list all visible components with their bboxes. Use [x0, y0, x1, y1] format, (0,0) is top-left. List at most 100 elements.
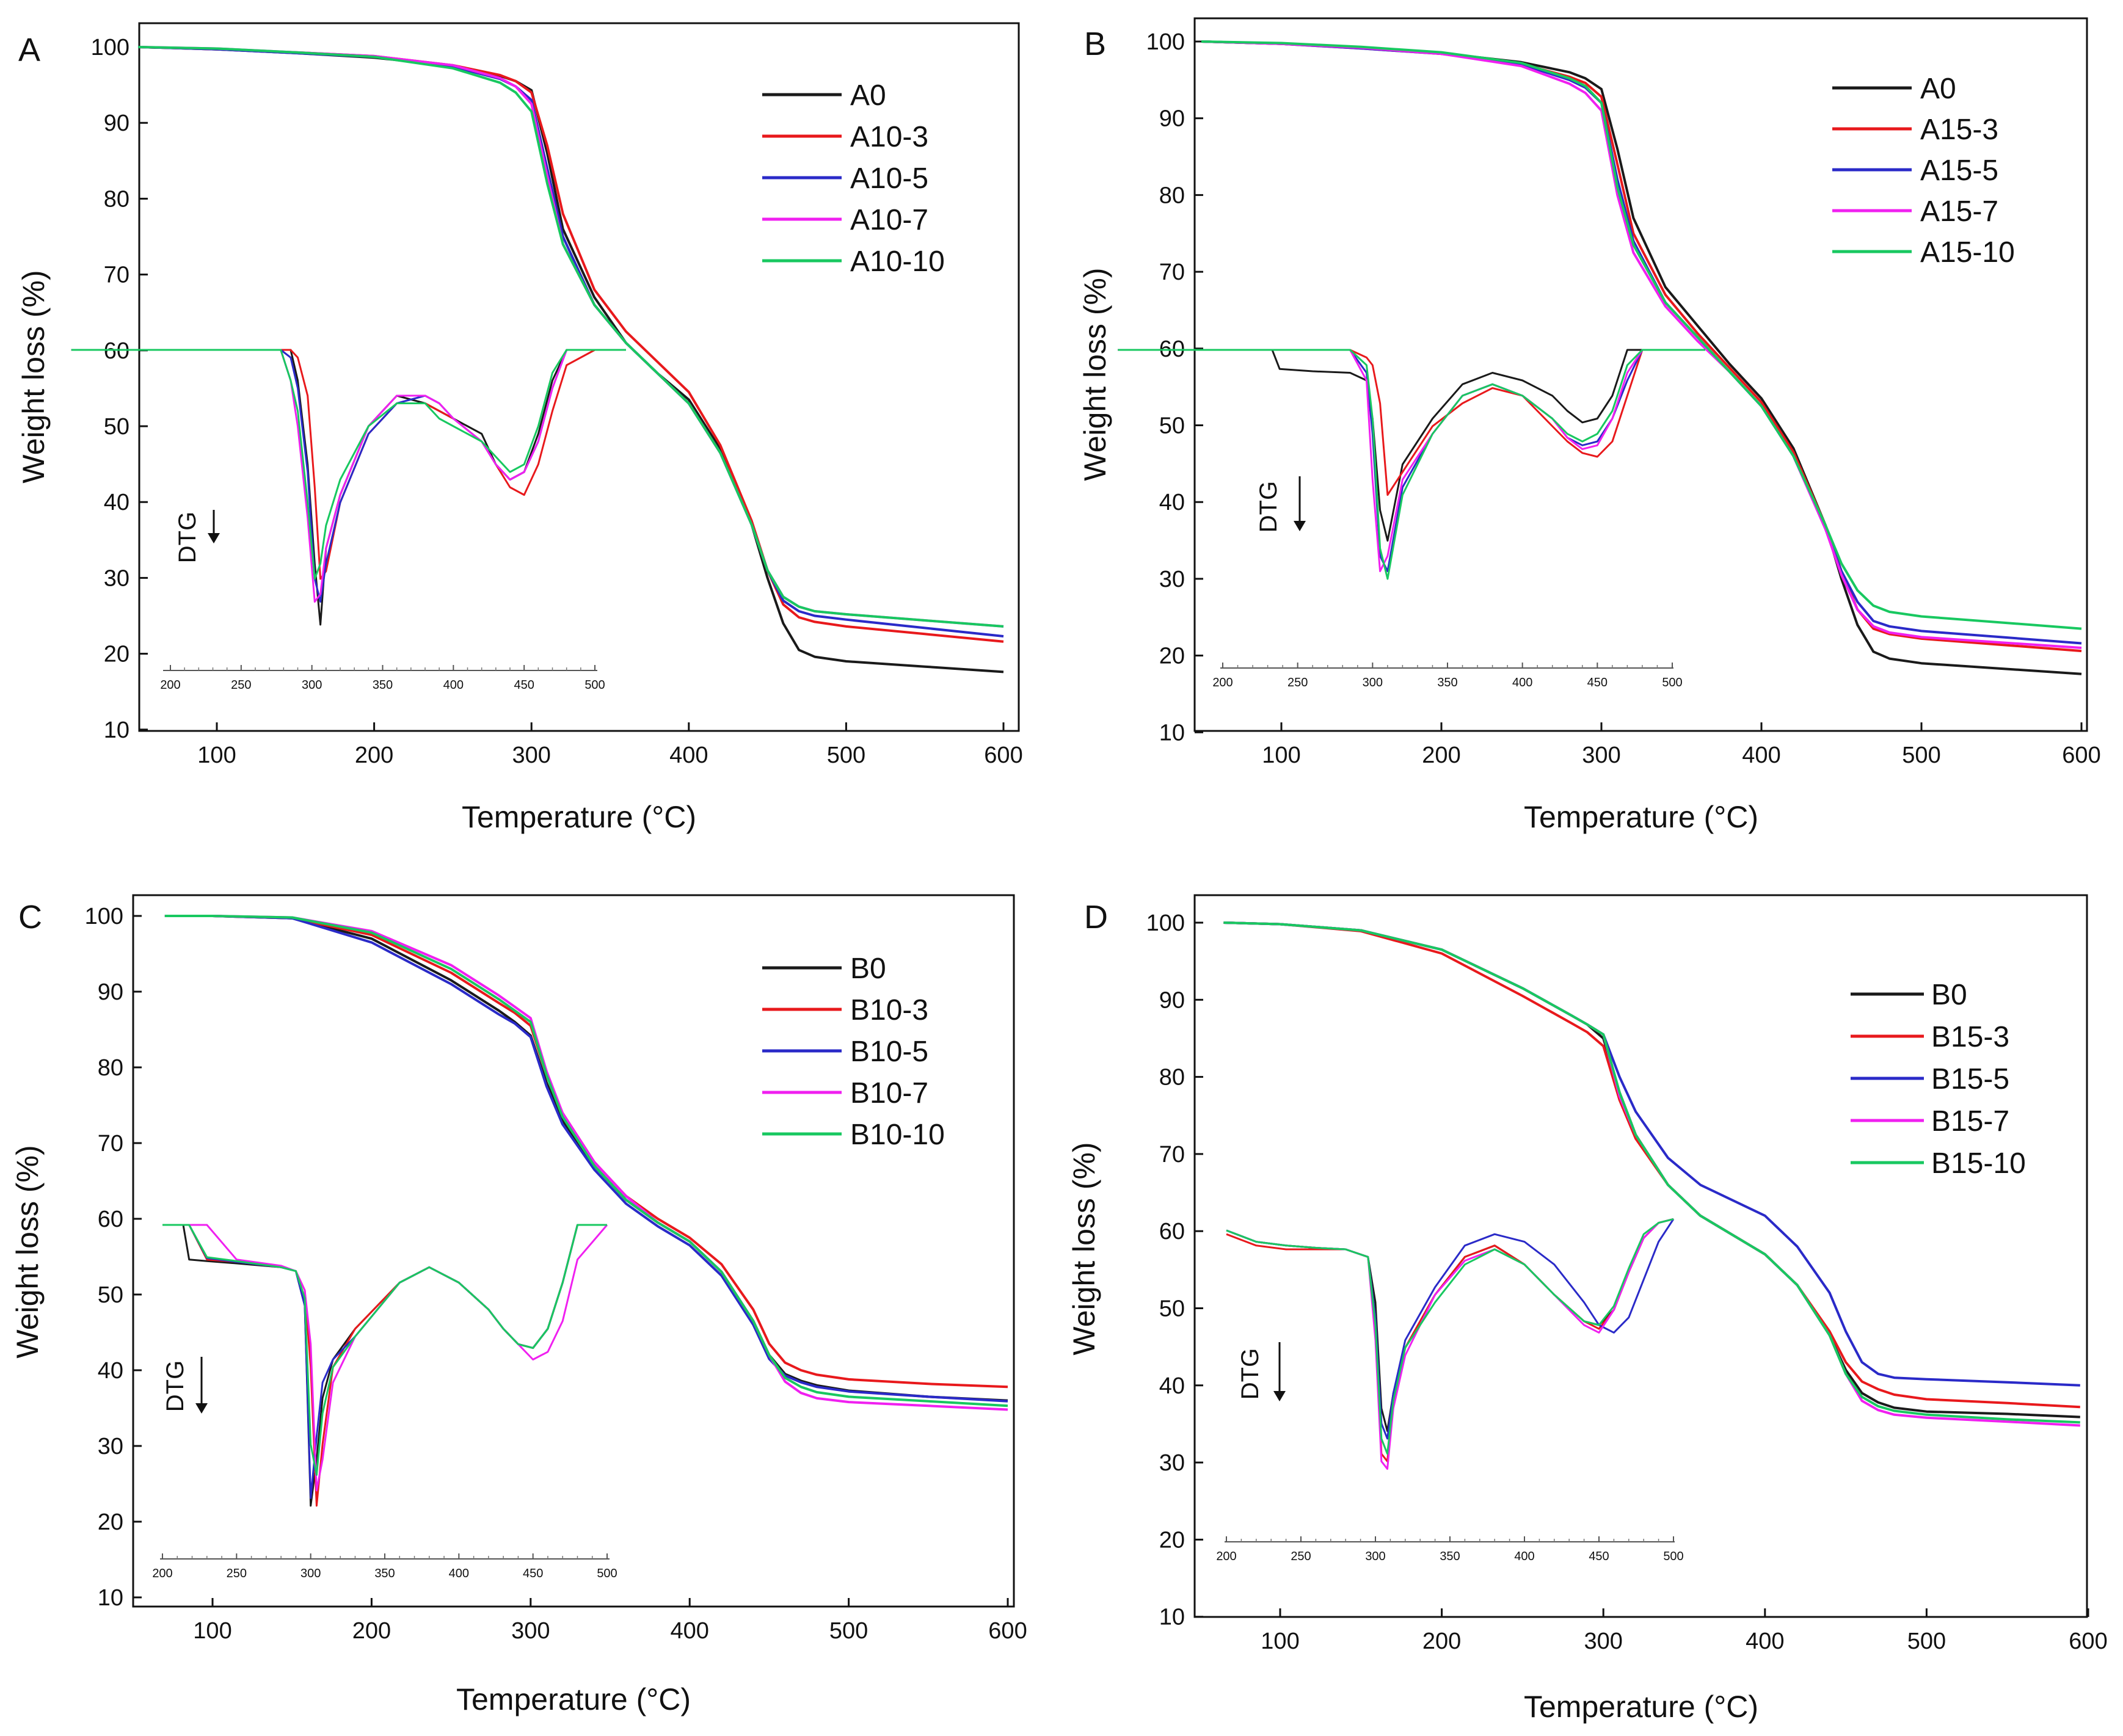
panel-d-inset-series-B15-10: [1226, 1218, 1674, 1455]
panel-c-inset-x-tick-label: 200: [152, 1567, 172, 1580]
panel-a-y-tick-label: 100: [91, 35, 129, 60]
panel-a-y-tick-label: 10: [104, 717, 129, 743]
panel-b-y-axis-label: Weight loss (%): [1078, 267, 1112, 481]
panel-d-legend-label-3: B15-7: [1931, 1105, 2009, 1138]
panel-d-legend-label-4: B15-10: [1931, 1147, 2026, 1180]
panel-d-inset-x-tick-label: 400: [1514, 1550, 1534, 1563]
panel-c-y-tick-label: 10: [98, 1585, 123, 1611]
panel-b-x-tick-label: 300: [1582, 743, 1620, 768]
panel-a-series-A10-10: [138, 46, 1004, 628]
panel-b-x-tick-label: 600: [2062, 743, 2100, 768]
panel-c: C 10 20 30 40 50 60 70 80 90 100 100 200 300 400 500 60…: [10, 894, 1027, 1716]
panel-a-inset-x-tick-label: 450: [514, 678, 534, 692]
panel-c-series-B10-5: [164, 915, 1008, 1403]
panel-d-y-tick-label: 10: [1159, 1605, 1185, 1630]
panel-d-dtg-arrow: [1273, 1342, 1286, 1401]
panel-d-inset-x-tick-label: 200: [1216, 1550, 1236, 1563]
panel-c-x-axis-label: Temperature (°C): [456, 1682, 691, 1716]
panel-d-inset-x-tick-label: 500: [1663, 1550, 1683, 1563]
panel-c-y-tick-label: 80: [98, 1055, 123, 1081]
panel-c-y-tick-label: 30: [98, 1434, 123, 1459]
panel-b-legend-label-4: A15-10: [1920, 236, 2015, 269]
panel-c-dtg-arrow: [195, 1357, 208, 1414]
panel-c-y-axis-label: Weight loss (%): [10, 1145, 45, 1358]
panel-c-x-tick-label: 300: [511, 1618, 550, 1644]
panel-d-x-tick-label: 600: [2069, 1629, 2107, 1654]
panel-b-y-tick-label: 40: [1159, 490, 1185, 515]
panel-b-x-tick-label: 100: [1262, 743, 1300, 768]
panel-c-plot-frame: [132, 894, 1015, 1608]
panel-d-x-tick-label: 500: [1907, 1629, 1946, 1654]
panel-c-inset-x-tick-label: 400: [449, 1567, 469, 1580]
panel-d-legend-label-1: B15-3: [1931, 1021, 2009, 1053]
panel-b-inset-x-tick-label: 250: [1287, 676, 1308, 689]
panel-d-y-tick-label: 20: [1159, 1527, 1185, 1553]
panel-a-y-tick-label: 90: [104, 111, 129, 136]
panel-b-inset-series-A15-10: [1118, 349, 1705, 580]
panel-b-y-tick-label: 20: [1159, 644, 1185, 669]
panel-a-inset-x-tick-label: 350: [373, 678, 393, 692]
panel-a-inset-series-A10-7: [71, 349, 626, 603]
panel-b-inset-x-tick-label: 200: [1212, 676, 1233, 689]
panel-d-y-tick-label: 40: [1159, 1373, 1185, 1399]
panel-a-x-tick-label: 500: [827, 743, 865, 768]
panel-b-legend-label-3: A15-7: [1920, 195, 1998, 228]
panel-c-legend: B0 B10-3 B10-5 B10-7 B10-10: [762, 953, 945, 1151]
panel-b-dtg-arrow: [1294, 476, 1306, 531]
panel-c-x-tick-label: 500: [829, 1618, 868, 1644]
panel-a-inset-x-tick-label: 500: [584, 678, 605, 692]
panel-d-y-tick-label: 60: [1159, 1219, 1185, 1244]
panel-d-inset-x-tick-label: 250: [1291, 1550, 1311, 1563]
panel-b-y-tick-label: 50: [1159, 413, 1185, 439]
panel-d-dtg-label: DTG: [1237, 1348, 1264, 1400]
panel-a-inset-x-tick-label: 200: [160, 678, 180, 692]
panel-d-y-tick-label: 100: [1146, 910, 1185, 936]
panel-b-legend-label-0: A0: [1920, 73, 1956, 105]
panel-d-y-axis-label: Weight loss (%): [1067, 1142, 1101, 1355]
panel-b-legend-label-1: A15-3: [1920, 114, 1998, 146]
panel-c-y-tick-label: 90: [98, 979, 123, 1005]
panel-c-x-tick-label: 600: [988, 1618, 1027, 1644]
panel-a: A 10 20 30 40 50 60 70 80 90 100 100 200 300 400 500 60…: [16, 22, 1023, 834]
panel-c-y-tick-label: 100: [85, 904, 123, 929]
panel-a-y-tick-label: 30: [104, 565, 129, 591]
panel-a-inset-x-tick-label: 400: [443, 678, 464, 692]
panel-b-y-tick-label: 70: [1159, 260, 1185, 285]
panel-a-plot-frame: [138, 22, 1020, 732]
panel-a-legend-label-2: A10-5: [850, 162, 928, 195]
panel-d-x-tick-label: 300: [1584, 1629, 1622, 1654]
panel-b-legend-label-2: A15-5: [1920, 154, 1998, 187]
panel-c-series-B10-7: [164, 915, 1008, 1411]
panel-a-legend-label-1: A10-3: [850, 121, 928, 153]
panel-c-x-tick-label: 200: [352, 1618, 391, 1644]
panel-d-inset-x-tick-label: 300: [1365, 1550, 1385, 1563]
panel-b-y-tick-label: 10: [1159, 720, 1185, 746]
panel-a-letter: A: [18, 32, 40, 68]
panel-d-x-tick-label: 200: [1422, 1629, 1461, 1654]
panel-b-dtg-label: DTG: [1255, 481, 1282, 532]
panel-b-y-tick-label: 80: [1159, 183, 1185, 208]
panel-b-inset-x-tick-label: 300: [1363, 676, 1383, 689]
panel-c-inset-series-B10-10: [162, 1224, 607, 1476]
panel-c-inset-x-tick-label: 500: [597, 1567, 617, 1580]
panel-a-legend-label-3: A10-7: [850, 204, 928, 236]
panel-d-plot-frame: [1193, 894, 2088, 1618]
panel-d-x-axis-label: Temperature (°C): [1524, 1690, 1758, 1724]
panel-a-x-tick-label: 600: [984, 743, 1022, 768]
panel-d-y-tick-label: 50: [1159, 1296, 1185, 1322]
panel-a-y-tick-label: 20: [104, 642, 129, 667]
panel-b-y-tick-label: 100: [1146, 29, 1185, 55]
panel-c-series-B10-10: [164, 915, 1008, 1407]
panel-b-x-tick-label: 200: [1422, 743, 1460, 768]
panel-b-inset-x-tick-label: 450: [1587, 676, 1608, 689]
panel-c-y-tick-label: 20: [98, 1509, 123, 1535]
panel-a-y-axis-label: Weight loss (%): [16, 270, 51, 483]
panel-d-x-tick-label: 100: [1261, 1629, 1299, 1654]
panel-a-x-tick-label: 300: [512, 743, 550, 768]
panel-a-dtg-arrow: [208, 510, 220, 543]
panel-c-x-tick-label: 400: [670, 1618, 708, 1644]
panel-c-letter: C: [18, 899, 42, 935]
